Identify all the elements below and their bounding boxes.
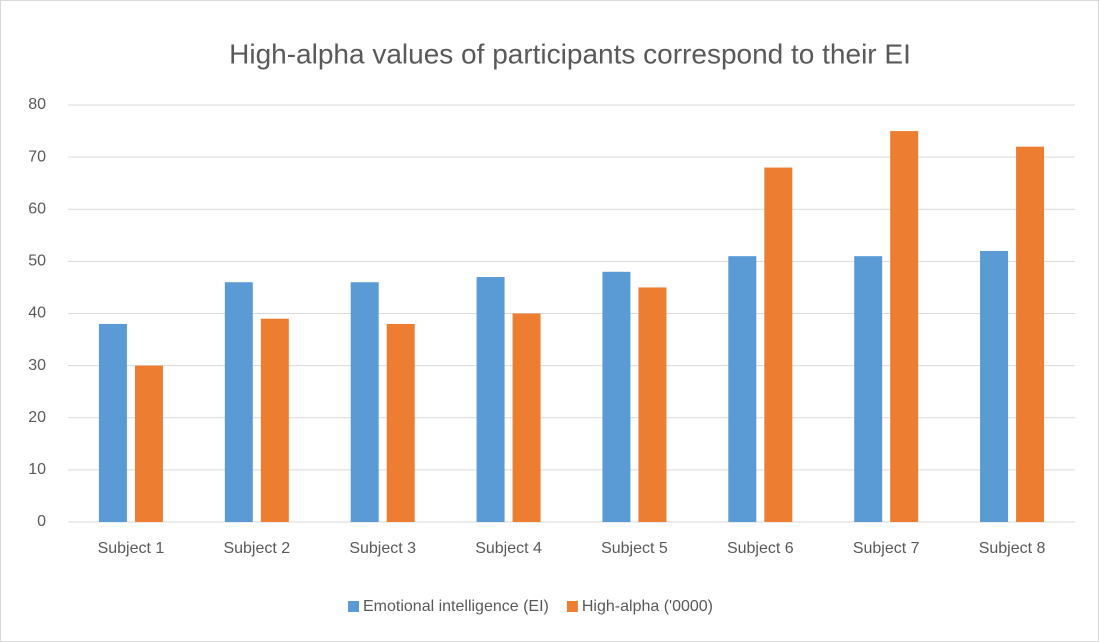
legend-swatch (348, 601, 359, 612)
bar (98, 323, 127, 522)
y-tick-label: 0 (37, 513, 46, 530)
bar (980, 250, 1009, 522)
chart-title: High-alpha values of participants corres… (229, 38, 911, 69)
y-tick-label: 60 (28, 200, 46, 217)
bar (602, 271, 631, 522)
bar (350, 282, 379, 522)
x-tick-label: Subject 3 (349, 540, 416, 557)
bar (260, 318, 289, 522)
x-tick-label: Subject 2 (223, 540, 290, 557)
bar (890, 131, 919, 522)
y-tick-label: 30 (28, 357, 46, 374)
bar (1016, 146, 1045, 522)
x-tick-label: Subject 7 (853, 540, 920, 557)
y-tick-label: 10 (28, 461, 46, 478)
bar (386, 323, 415, 522)
legend-label: Emotional intelligence (EI) (363, 598, 549, 615)
x-tick-label: Subject 1 (98, 540, 165, 557)
x-tick-label: Subject 5 (601, 540, 668, 557)
x-tick-label: Subject 8 (979, 540, 1046, 557)
legend-swatch (566, 601, 578, 612)
legend-label: High-alpha ('0000) (582, 598, 713, 615)
bar (512, 313, 541, 522)
bar (134, 365, 163, 522)
x-tick-label: Subject 4 (475, 540, 542, 557)
bar (764, 167, 793, 523)
y-tick-label: 50 (28, 253, 46, 270)
bar (476, 277, 505, 522)
y-tick-label: 20 (28, 409, 46, 426)
x-tick-label: Subject 6 (727, 540, 794, 557)
y-tick-label: 80 (28, 96, 46, 113)
y-tick-label: 70 (28, 148, 46, 165)
y-tick-label: 40 (28, 305, 46, 322)
bar (854, 256, 883, 522)
bar (728, 256, 757, 522)
bar (224, 282, 253, 522)
bar (638, 287, 667, 522)
